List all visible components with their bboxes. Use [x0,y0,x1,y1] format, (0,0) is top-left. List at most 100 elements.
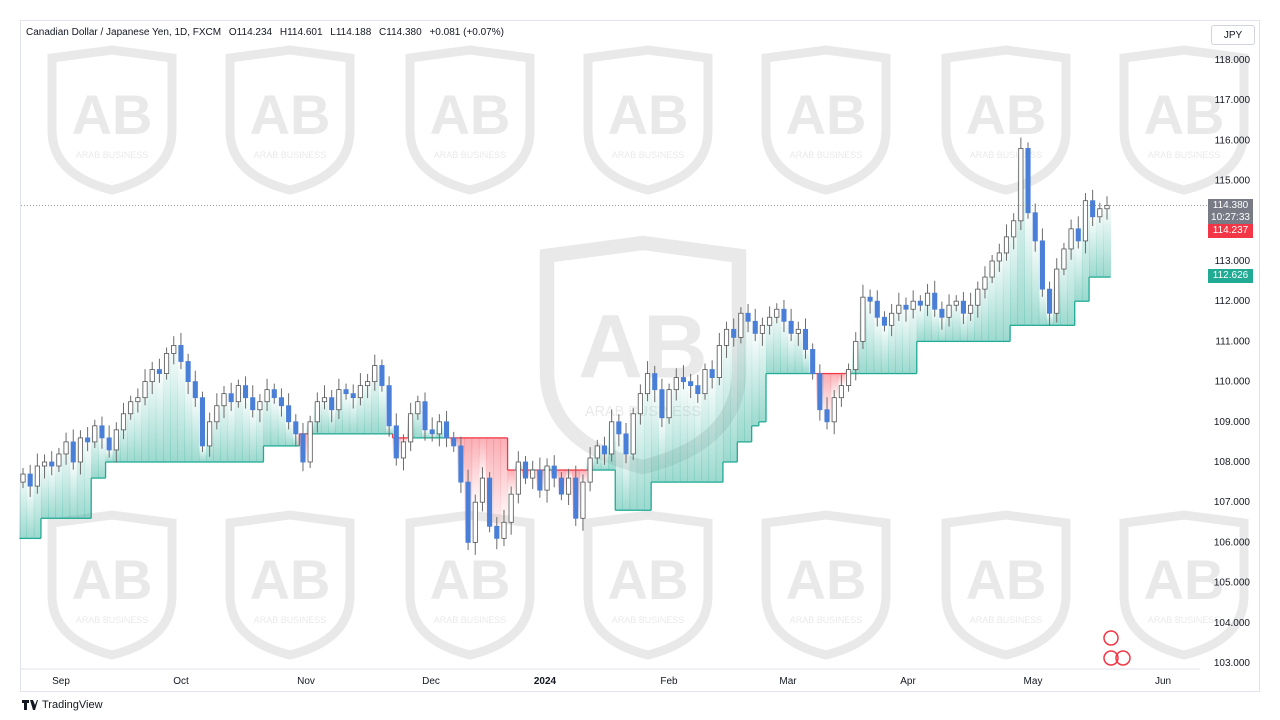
candle-body [537,469,543,491]
candle [156,358,162,383]
candle [846,363,852,392]
band-fill-segment [730,337,738,462]
candle-body [688,381,694,387]
watermark-shield-outline [47,510,177,660]
candle [989,254,995,284]
footer-brand[interactable]: TradingView [22,699,103,711]
band-fill-segment [959,313,968,342]
candle-body [92,425,98,443]
band-fill-segment [708,377,717,483]
band-fill-segment [493,437,501,539]
candle-body [257,401,263,411]
band-fill-segment [371,365,379,434]
watermark-label: ARAB BUSINESS [612,615,685,625]
candle-body [429,429,435,435]
candle-body [1018,148,1024,222]
band-fill-segment [127,401,135,462]
band-fill-segment [378,385,387,434]
candle [558,472,564,501]
band-fill-segment [507,470,516,495]
band-fill-segment [615,433,623,511]
candle-body [156,369,162,374]
candle [645,361,651,402]
indicator-icon-top [1103,630,1119,646]
symbol-title[interactable]: Canadian Dollar / Japanese Yen, 1D, FXCM [26,27,222,38]
candle-body [1061,248,1067,270]
candle-body [77,437,83,463]
candle-body [465,481,471,543]
candle-body [508,493,514,523]
candle [135,388,141,413]
candle [27,464,33,497]
y-tick-label: 104.000 [1214,618,1251,629]
band-fill-segment [995,252,1004,342]
watermark-label: ARAB BUSINESS [1148,615,1221,625]
candle-body [810,349,816,374]
band-fill-segment [737,313,745,442]
candle-body [1025,148,1031,214]
band-fill-segment [658,417,667,483]
y-tick-label: 118.000 [1215,55,1251,66]
watermark-shield: AB ARAB BUSINESS [1119,510,1249,660]
watermark-label: ARAB BUSINESS [434,615,507,625]
candle-body [1097,208,1103,218]
band-fill-segment [873,317,882,374]
y-tick-label: 113.000 [1215,256,1251,267]
candle [817,364,823,421]
candle-body [242,385,249,399]
candle-body [544,465,550,491]
candle [996,243,1002,272]
candle-body [128,401,134,415]
candle [192,370,198,407]
candle-body [867,296,873,302]
candle [307,415,313,469]
watermark-shield: AB ARAB BUSINESS [47,45,177,195]
watermark-label: ARAB BUSINESS [970,615,1043,625]
candle [494,517,500,550]
band-fill-segment [40,462,49,519]
band-fill-segment [909,301,918,374]
candle-body [221,393,227,407]
band-fill-segment [234,385,243,462]
candle-body [142,381,148,399]
currency-selector[interactable]: JPY [1211,25,1255,45]
candle [932,280,938,317]
band-fill-segment [622,453,631,511]
band-fill-segment [1002,236,1011,342]
candle-body [336,389,342,411]
watermark-shield-outline [583,510,713,660]
band-fill-segment [1031,240,1040,326]
candle [85,427,91,452]
y-tick-label: 107.000 [1214,497,1251,508]
band-fill-segment [888,313,896,374]
candle-body [680,377,687,382]
band-fill-segment [665,389,674,483]
watermark-label: ARAB BUSINESS [612,150,685,160]
watermark-shield-outline [405,45,535,195]
candle [314,392,320,433]
candle [422,392,428,441]
candle-body [695,385,701,395]
x-tick-label: 2024 [534,676,557,687]
candle [903,297,909,322]
x-tick-label: Nov [297,676,315,687]
band-fill-segment [62,441,71,519]
brand-label: TradingView [42,699,103,711]
candle-body [515,461,521,495]
candle-body [530,469,536,479]
candle-body [1082,200,1089,242]
candle [293,414,299,447]
band-fill-segment [1024,212,1033,326]
candle [939,301,945,330]
band-fill-segment [263,389,272,446]
candle-body [1075,228,1081,242]
watermark-label: ARAB BUSINESS [254,150,327,160]
candle [637,384,643,425]
watermark-letters: AB [1144,548,1225,611]
candle [1003,224,1010,261]
candle [49,451,55,476]
band-fill-segment [26,486,35,539]
candle-body [817,373,823,411]
candle [867,289,873,314]
